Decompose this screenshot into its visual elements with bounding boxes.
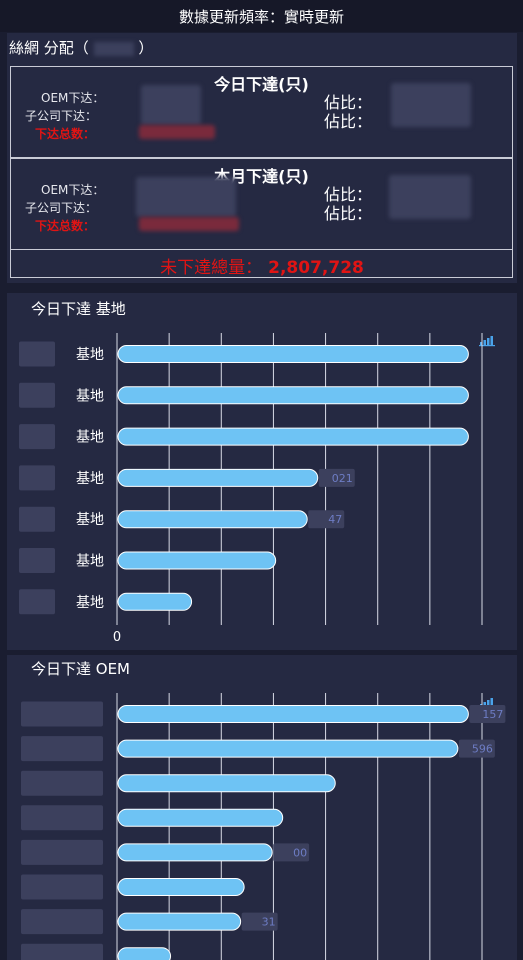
undelivered-label: 未下達總量： xyxy=(160,258,263,278)
value-label: 47 xyxy=(328,513,342,526)
today-oem-label: OEM下达： xyxy=(41,91,105,105)
bar[interactable] xyxy=(117,739,459,758)
redacted-value xyxy=(458,739,495,758)
redacted-value xyxy=(389,175,471,219)
redacted-value xyxy=(391,83,471,127)
category-label: 基地 xyxy=(76,511,104,528)
bar[interactable] xyxy=(117,468,319,487)
redacted-value xyxy=(273,843,310,862)
redacted-value xyxy=(139,125,215,139)
month-total-label: 下达总数： xyxy=(35,219,96,233)
base-chart-panel: 今日下達 基地 基地 基地 基地 基地 021 基地 47 基地 基地 0 xyxy=(7,293,517,650)
bar[interactable] xyxy=(117,551,277,570)
redacted-category xyxy=(19,589,55,615)
today-sub-label: 子公司下达： xyxy=(25,109,98,123)
value-label: 021 xyxy=(332,472,353,485)
value-label: 157 xyxy=(482,708,503,721)
redacted-category xyxy=(21,736,103,762)
bar-chart-icon[interactable] xyxy=(479,336,495,347)
redacted-category xyxy=(19,382,55,408)
category-label: 基地 xyxy=(76,594,104,611)
redacted-category xyxy=(21,909,103,935)
redacted-category xyxy=(19,506,55,532)
chart-title: 今日下達 OEM xyxy=(31,660,130,678)
oem-bar-chart: 今日下達 OEM 157 596 00 31 xyxy=(21,660,506,960)
undelivered-value: 2,807,728 xyxy=(268,258,364,278)
redacted-value xyxy=(469,705,506,723)
month-heading: 本月下達(只) xyxy=(214,167,309,186)
bar[interactable] xyxy=(117,427,469,446)
month-sub-ratio-label: 佔比： xyxy=(324,204,373,223)
redacted-category xyxy=(21,701,103,727)
redacted-category xyxy=(21,770,103,796)
redacted-category xyxy=(19,465,55,491)
distribution-panel: 絲網 分配（ ） 今日下達(只) OEM下达： 子公司下达： 下达总数： 佔比：… xyxy=(7,33,517,283)
redacted-category xyxy=(19,548,55,573)
bar[interactable] xyxy=(117,808,284,827)
undelivered-total: 未下達總量： 2,807,728 xyxy=(7,253,517,278)
redacted-value xyxy=(93,41,134,56)
category-label: 基地 xyxy=(76,346,104,363)
redacted-value xyxy=(141,85,201,125)
bar[interactable] xyxy=(117,912,242,931)
bar[interactable] xyxy=(117,947,172,960)
bar[interactable] xyxy=(117,592,193,611)
refresh-label: 數據更新頻率： xyxy=(178,7,284,26)
bar[interactable] xyxy=(117,386,469,405)
redacted-value xyxy=(241,912,278,931)
today-heading: 今日下達(只) xyxy=(214,75,309,94)
oem-chart-panel: 今日下達 OEM 157 596 00 31 xyxy=(7,655,517,960)
redacted-category xyxy=(19,341,55,367)
bar[interactable] xyxy=(117,774,336,793)
month-summary-box: 本月下達(只) OEM下达： 子公司下达： 下达总数： 佔比： 佔比： xyxy=(10,158,513,250)
redacted-value xyxy=(308,510,345,529)
redacted-value xyxy=(318,468,355,487)
bar[interactable] xyxy=(117,510,308,529)
bar[interactable] xyxy=(117,705,469,723)
today-summary-box: 今日下達(只) OEM下达： 子公司下达： 下达总数： 佔比： 佔比： xyxy=(10,66,513,158)
redacted-category xyxy=(21,943,103,960)
bar[interactable] xyxy=(117,345,469,363)
value-label: 00 xyxy=(293,846,307,859)
category-label: 基地 xyxy=(76,429,104,446)
redacted-value xyxy=(136,177,236,217)
today-total-label: 下达总数： xyxy=(35,127,96,141)
category-label: 基地 xyxy=(76,553,104,570)
refresh-status-bar: 數據更新頻率： 實時更新 xyxy=(0,0,523,32)
refresh-value: 實時更新 xyxy=(284,7,345,26)
bar[interactable] xyxy=(117,843,273,862)
month-oem-ratio-label: 佔比： xyxy=(324,185,373,204)
value-label: 31 xyxy=(262,916,276,929)
chart-title: 今日下達 基地 xyxy=(31,300,126,318)
redacted-category xyxy=(21,839,103,865)
bar[interactable] xyxy=(117,878,245,896)
month-oem-label: OEM下达： xyxy=(41,183,105,197)
value-label: 596 xyxy=(472,743,493,756)
redacted-category xyxy=(19,424,55,450)
month-sub-label: 子公司下达： xyxy=(25,201,98,215)
distribution-title: 絲網 分配（ ） xyxy=(9,39,154,57)
today-sub-ratio-label: 佔比： xyxy=(324,112,373,131)
redacted-category xyxy=(21,874,103,900)
redacted-value xyxy=(139,217,239,231)
category-label: 基地 xyxy=(76,387,104,404)
category-label: 基地 xyxy=(76,470,104,487)
today-oem-ratio-label: 佔比： xyxy=(324,93,373,112)
redacted-category xyxy=(21,805,103,831)
undelivered-box xyxy=(10,250,513,278)
x-axis-zero-label: 0 xyxy=(113,630,121,645)
